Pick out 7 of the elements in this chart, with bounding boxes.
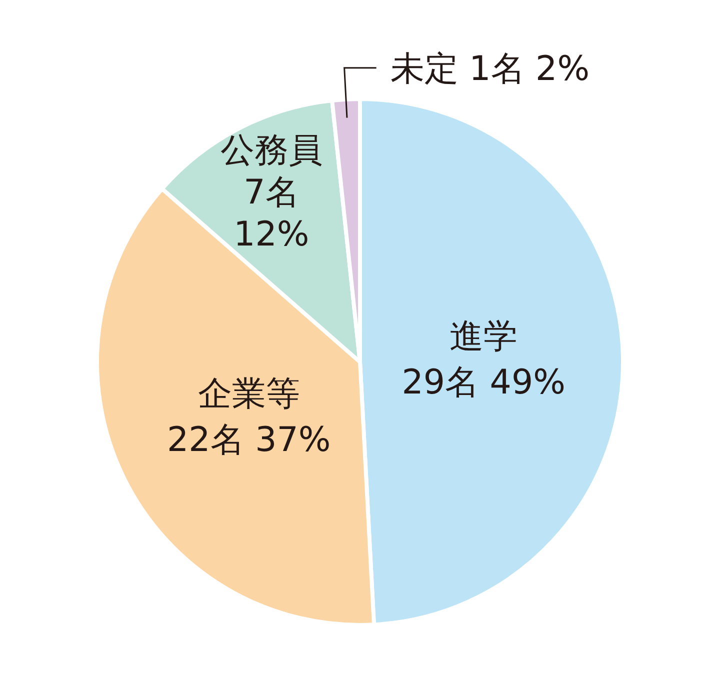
slice-label: 企業等 xyxy=(198,374,300,414)
slice-label: 未定 1名 2% xyxy=(390,48,590,89)
slice-label: 進学 xyxy=(450,316,518,357)
data-label: 7名 12% xyxy=(234,172,310,255)
data-label: 22名 37% xyxy=(167,420,331,460)
slice-label: 公務員 xyxy=(220,130,322,171)
data-label: 29名 49% xyxy=(402,362,566,403)
